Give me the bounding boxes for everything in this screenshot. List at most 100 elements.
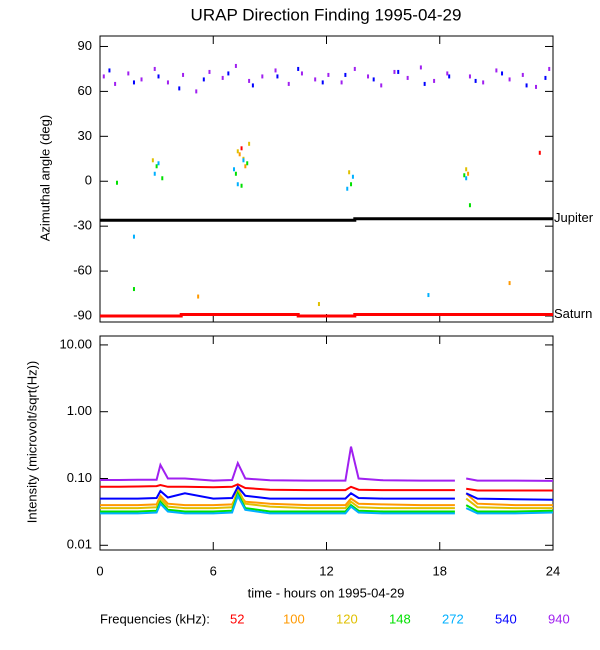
point [406, 75, 409, 80]
point [495, 68, 498, 73]
point [151, 158, 154, 163]
legend-item: 540 [495, 611, 517, 626]
point [261, 74, 264, 79]
point [246, 161, 249, 166]
y-tick-label: -90 [73, 307, 92, 322]
y-tick-label: 1.00 [67, 403, 92, 418]
point [166, 80, 169, 85]
point [287, 81, 290, 86]
legend-item: 52 [230, 611, 244, 626]
point [340, 80, 343, 85]
series-line [100, 483, 553, 492]
point [482, 80, 485, 85]
x-axis-label: time - hours on 1995-04-29 [248, 585, 405, 600]
point [446, 71, 449, 76]
point [221, 75, 224, 80]
reference-line [100, 313, 553, 318]
point [346, 186, 349, 191]
point [327, 72, 330, 77]
point [102, 74, 105, 79]
point [127, 71, 130, 76]
point [197, 294, 200, 299]
point [115, 180, 118, 185]
y-tick-label: 10.00 [59, 336, 92, 351]
y-tick-label: 60 [78, 83, 92, 98]
point [344, 72, 347, 77]
point [236, 182, 239, 187]
point [157, 161, 160, 166]
point [208, 69, 211, 74]
legend-item: 272 [442, 611, 464, 626]
point [274, 68, 277, 73]
point [132, 80, 135, 85]
y-axis-label: Intensity (microvolt/sqrt(Hz)) [24, 361, 39, 524]
point [465, 167, 468, 172]
point [155, 164, 158, 169]
point [525, 83, 528, 88]
x-tick-label: 0 [96, 563, 103, 578]
point [248, 78, 251, 83]
point [380, 83, 383, 88]
point [468, 203, 471, 208]
legend-item: 100 [283, 611, 305, 626]
legend-item: 148 [389, 611, 411, 626]
point [132, 234, 135, 239]
x-tick-label: 18 [433, 563, 447, 578]
x-tick-label: 6 [210, 563, 217, 578]
point [419, 65, 422, 70]
point [348, 170, 351, 175]
series-line [100, 484, 554, 501]
point [508, 281, 511, 286]
point [161, 176, 164, 181]
point [227, 71, 230, 76]
line-label: Saturn [554, 306, 592, 321]
chart-title: URAP Direction Finding 1995-04-29 [191, 5, 462, 24]
point [548, 66, 551, 71]
point [317, 302, 320, 307]
point [467, 171, 470, 176]
point [423, 81, 426, 86]
point [182, 72, 185, 77]
point [474, 78, 477, 83]
point [535, 84, 538, 89]
y-tick-label: 0.10 [67, 470, 92, 485]
y-tick-label: -30 [73, 218, 92, 233]
point [234, 171, 237, 176]
point [465, 176, 468, 181]
point [202, 77, 205, 82]
point [157, 74, 160, 79]
point [114, 81, 117, 86]
series-line [100, 493, 554, 515]
x-tick-label: 24 [546, 563, 560, 578]
point [153, 171, 156, 176]
point [276, 74, 279, 79]
y-tick-label: 30 [78, 128, 92, 143]
point [238, 152, 241, 157]
point [544, 75, 547, 80]
point [244, 164, 247, 169]
y-tick-label: 0 [85, 173, 92, 188]
point [153, 66, 156, 71]
point [140, 77, 143, 82]
point [393, 69, 396, 74]
point [372, 77, 375, 82]
legend-item: 940 [548, 611, 570, 626]
line-label: Jupiter [554, 210, 594, 225]
point [367, 74, 370, 79]
point [427, 293, 430, 298]
reference-line [100, 217, 553, 222]
point [433, 78, 436, 83]
point [195, 89, 198, 94]
point [353, 66, 356, 71]
point [448, 74, 451, 79]
y-tick-label: 90 [78, 38, 92, 53]
point [350, 182, 353, 187]
plot-frame [99, 35, 554, 323]
legend-item: 120 [336, 611, 358, 626]
point [251, 83, 254, 88]
point [178, 86, 181, 91]
plot-frame [99, 335, 554, 551]
point [314, 77, 317, 82]
point [236, 149, 239, 154]
